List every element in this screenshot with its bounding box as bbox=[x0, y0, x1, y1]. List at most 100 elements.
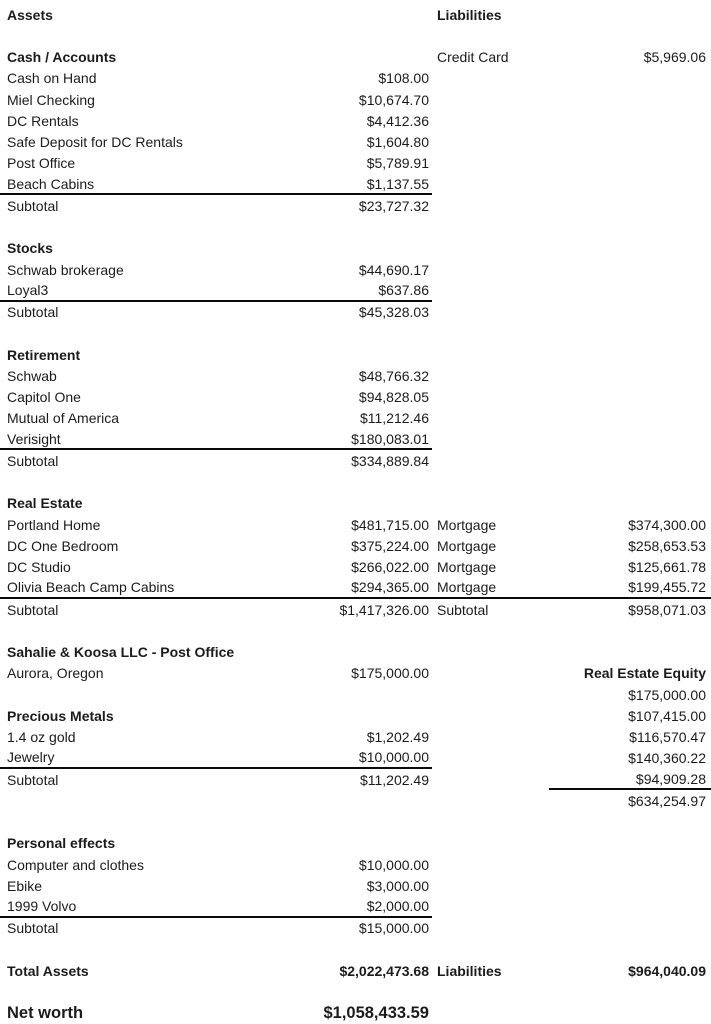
section-heading: Sahalie & Koosa LLC - Post Office bbox=[7, 644, 235, 661]
asset-amount: $2,022,473.68 bbox=[339, 962, 429, 979]
liability-label bbox=[437, 684, 549, 705]
assets-column-cells: Schwab brokerage $44,690.17 bbox=[0, 259, 432, 280]
liability-label bbox=[437, 365, 549, 386]
liability-amount bbox=[549, 365, 711, 386]
liabilities-column-cells bbox=[437, 387, 711, 408]
liability-label bbox=[437, 89, 549, 110]
liability-label bbox=[437, 174, 549, 195]
balance-row: Miel Checking $10,674.70 bbox=[0, 89, 711, 110]
liabilities-column-cells bbox=[437, 25, 711, 46]
item-label bbox=[0, 472, 242, 493]
liabilities-column-cells: Mortgage $199,455.72 bbox=[437, 578, 711, 597]
liability-label bbox=[437, 727, 549, 748]
liability-label: Mortgage bbox=[437, 537, 497, 554]
item-label: Subtotal bbox=[7, 601, 59, 618]
balance-row: Net worth $1,058,433.59 bbox=[0, 1003, 711, 1024]
asset-amount: $1,417,326.00 bbox=[339, 601, 429, 618]
item-label: Schwab bbox=[7, 367, 57, 384]
liability-label bbox=[437, 280, 549, 301]
liability-heading: Liabilities bbox=[437, 6, 502, 23]
balance-row: Stocks bbox=[0, 238, 711, 259]
liability-amount: $175,000.00 bbox=[628, 686, 706, 703]
liability-amount bbox=[549, 897, 711, 918]
item-label: Safe Deposit for DC Rentals bbox=[7, 134, 183, 151]
asset-amount: $10,674.70 bbox=[358, 91, 429, 108]
liability-amount bbox=[549, 387, 711, 408]
liability-label bbox=[437, 429, 549, 450]
balance-row: Ebike $3,000.00 bbox=[0, 875, 711, 896]
liability-amount bbox=[549, 344, 711, 365]
assets-column-cells: Verisight $180,083.01 bbox=[0, 429, 432, 451]
balance-row: Jewelry $10,000.00 $140,360.22 bbox=[0, 748, 711, 769]
liabilities-column-cells bbox=[437, 174, 711, 195]
liability-amount bbox=[549, 408, 711, 429]
item-label: Subtotal bbox=[7, 452, 59, 469]
liability-amount bbox=[549, 4, 711, 25]
liabilities-column-cells: Mortgage $258,653.53 bbox=[437, 535, 711, 556]
liabilities-column-cells bbox=[437, 302, 711, 323]
liability-amount: $5,969.06 bbox=[643, 49, 706, 66]
liability-amount bbox=[549, 174, 711, 195]
liability-amount bbox=[549, 132, 711, 153]
assets-column-cells: Olivia Beach Camp Cabins $294,365.00 bbox=[0, 578, 432, 597]
asset-amount: $48,766.32 bbox=[358, 367, 429, 384]
liability-label bbox=[437, 110, 549, 131]
liability-amount: $634,254.97 bbox=[628, 792, 706, 809]
item-label: Subtotal bbox=[7, 771, 59, 788]
item-label bbox=[0, 982, 242, 1003]
assets-column-cells: Retirement bbox=[0, 344, 432, 365]
asset-amount bbox=[242, 939, 432, 960]
balance-row: $634,254.97 bbox=[0, 790, 711, 811]
asset-amount: $637.86 bbox=[378, 281, 429, 298]
blank-row bbox=[0, 939, 711, 960]
asset-amount: $2,000.00 bbox=[366, 898, 429, 915]
liability-label: Mortgage bbox=[437, 516, 497, 533]
liability-amount bbox=[549, 259, 711, 280]
balance-row: Computer and clothes $10,000.00 bbox=[0, 854, 711, 875]
balance-row: Capitol One $94,828.05 bbox=[0, 387, 711, 408]
asset-amount bbox=[242, 25, 432, 46]
balance-row: 1.4 oz gold $1,202.49 $116,570.47 bbox=[0, 727, 711, 748]
liability-label: Mortgage bbox=[437, 559, 497, 576]
asset-amount bbox=[242, 47, 432, 68]
assets-column-cells: DC Rentals $4,412.36 bbox=[0, 110, 432, 131]
liability-label bbox=[437, 387, 549, 408]
item-label bbox=[0, 323, 242, 344]
assets-column-cells: Subtotal $11,202.49 bbox=[0, 769, 432, 790]
balance-row: Subtotal $23,727.32 bbox=[0, 195, 711, 216]
item-label: Portland Home bbox=[7, 516, 101, 533]
balance-row: Beach Cabins $1,137.55 bbox=[0, 174, 711, 196]
liabilities-column-cells bbox=[437, 812, 711, 833]
liabilities-column-cells: Real Estate Equity bbox=[437, 663, 711, 684]
asset-amount: $266,022.00 bbox=[351, 559, 429, 576]
liabilities-column-cells bbox=[437, 323, 711, 344]
balance-row: Cash / Accounts Credit Card $5,969.06 bbox=[0, 47, 711, 68]
liabilities-column-cells: Liabilities bbox=[437, 4, 711, 25]
assets-column-cells: Cash on Hand $108.00 bbox=[0, 68, 432, 89]
assets-column-cells: Safe Deposit for DC Rentals $1,604.80 bbox=[0, 132, 432, 153]
section-heading: Retirement bbox=[7, 346, 81, 363]
liability-label bbox=[437, 769, 549, 790]
balance-row: Aurora, Oregon $175,000.00 Real Estate Equ… bbox=[0, 663, 711, 684]
item-label bbox=[0, 684, 242, 705]
blank-row bbox=[0, 620, 711, 641]
liability-amount bbox=[549, 450, 711, 471]
liabilities-column-cells bbox=[437, 238, 711, 259]
balance-row: Safe Deposit for DC Rentals $1,604.80 bbox=[0, 132, 711, 153]
liabilities-column-cells bbox=[437, 472, 711, 493]
liabilities-column-cells bbox=[437, 280, 711, 301]
assets-column-cells: Miel Checking $10,674.70 bbox=[0, 89, 432, 110]
assets-column-cells: Post Office $5,789.91 bbox=[0, 153, 432, 174]
liability-amount bbox=[549, 854, 711, 875]
liability-amount bbox=[549, 217, 711, 238]
balance-row: Total Assets $2,022,473.68 Liabilities $964… bbox=[0, 960, 711, 981]
liability-amount bbox=[549, 493, 711, 514]
asset-amount: $108.00 bbox=[378, 70, 429, 87]
assets-column-cells: Cash / Accounts bbox=[0, 47, 432, 68]
asset-amount bbox=[242, 620, 432, 641]
liabilities-column-cells bbox=[437, 642, 711, 663]
asset-amount: $1,202.49 bbox=[366, 729, 429, 746]
liability-label bbox=[437, 1003, 549, 1024]
assets-column-cells: Subtotal $23,727.32 bbox=[0, 195, 432, 216]
liability-amount: $964,040.09 bbox=[628, 962, 706, 979]
